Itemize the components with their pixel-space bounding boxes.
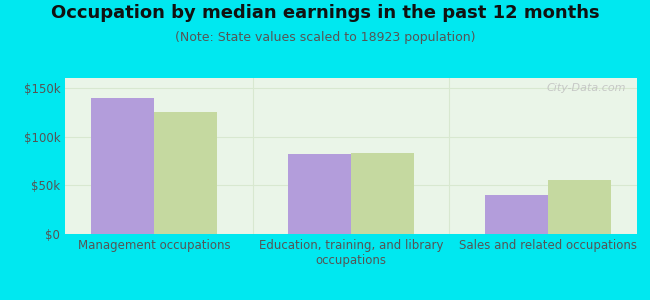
Bar [91,98,154,234]
Text: City-Data.com: City-Data.com [546,83,625,93]
Bar [485,195,548,234]
Bar [351,153,414,234]
Bar [548,180,611,234]
Text: (Note: State values scaled to 18923 population): (Note: State values scaled to 18923 popu… [175,32,475,44]
Bar [154,112,217,234]
Text: Occupation by median earnings in the past 12 months: Occupation by median earnings in the pas… [51,4,599,22]
Bar [288,154,351,234]
